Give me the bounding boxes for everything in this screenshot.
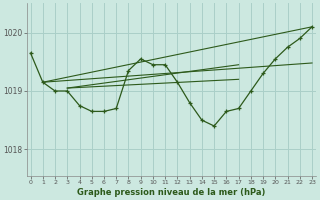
X-axis label: Graphe pression niveau de la mer (hPa): Graphe pression niveau de la mer (hPa) — [77, 188, 266, 197]
